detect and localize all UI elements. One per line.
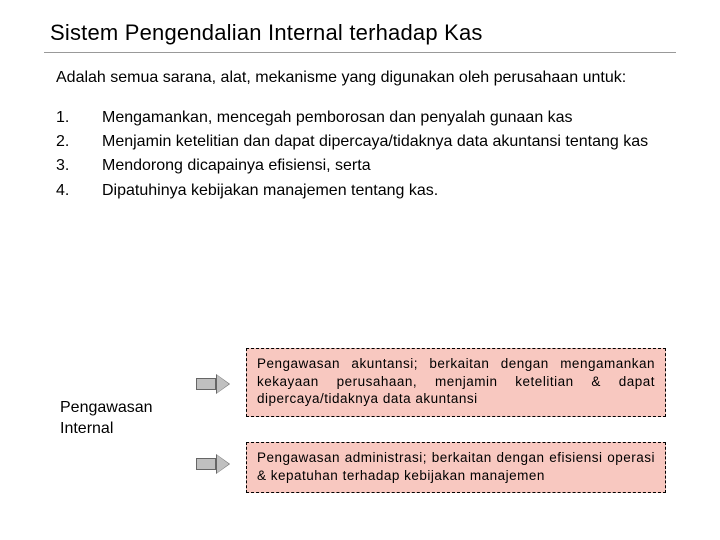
list-text: Menjamin ketelitian dan dapat dipercaya/… bbox=[102, 131, 664, 153]
page-title: Sistem Pengendalian Internal terhadap Ka… bbox=[0, 0, 720, 52]
list-number: 1. bbox=[56, 107, 102, 129]
source-label-line1: Pengawasan bbox=[60, 399, 153, 416]
list-item: 2. Menjamin ketelitian dan dapat diperca… bbox=[56, 131, 664, 153]
info-box-admin: Pengawasan administrasi; berkaitan denga… bbox=[246, 442, 666, 493]
info-box-accounting: Pengawasan akuntansi; berkaitan dengan m… bbox=[246, 348, 666, 417]
list-number: 2. bbox=[56, 131, 102, 153]
list-item: 4. Dipatuhinya kebijakan manajemen tenta… bbox=[56, 180, 664, 202]
list-item: 3. Mendorong dicapainya efisiensi, serta bbox=[56, 155, 664, 177]
arrow-icon bbox=[196, 374, 230, 394]
source-label-line2: Internal bbox=[60, 420, 113, 437]
list-item: 1. Mengamankan, mencegah pemborosan dan … bbox=[56, 107, 664, 129]
list-number: 4. bbox=[56, 180, 102, 202]
arrow-icon bbox=[196, 454, 230, 474]
list-text: Mengamankan, mencegah pemborosan dan pen… bbox=[102, 107, 664, 129]
source-label: Pengawasan Internal bbox=[60, 398, 153, 440]
list-number: 3. bbox=[56, 155, 102, 177]
numbered-list: 1. Mengamankan, mencegah pemborosan dan … bbox=[0, 89, 720, 203]
list-text: Dipatuhinya kebijakan manajemen tentang … bbox=[102, 180, 664, 202]
intro-text: Adalah semua sarana, alat, mekanisme yan… bbox=[0, 53, 720, 89]
diagram-region: Pengawasan Internal Pengawasan akuntansi… bbox=[0, 350, 720, 530]
list-text: Mendorong dicapainya efisiensi, serta bbox=[102, 155, 664, 177]
